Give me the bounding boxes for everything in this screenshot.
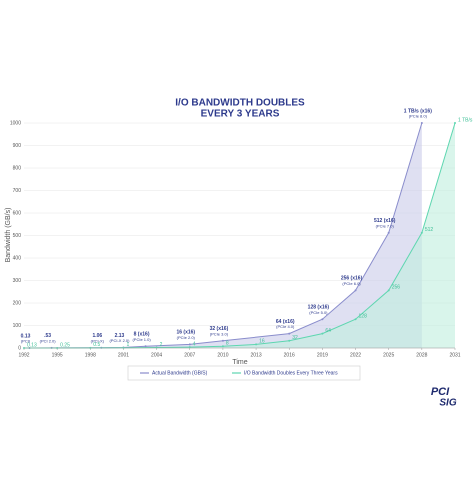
x-tick-label: 2010: [217, 352, 228, 358]
point: [288, 332, 291, 335]
x-tick-label: 2019: [317, 352, 328, 358]
data-sublabel: (PCIe 8.0): [409, 114, 428, 119]
y-tick-label: 300: [13, 278, 22, 284]
data-label: 128: [359, 314, 368, 320]
point: [420, 122, 423, 124]
point: [188, 343, 191, 346]
data-label: 1 TB/s: [458, 117, 473, 123]
x-tick-label: 2004: [151, 352, 162, 358]
data-label: 64 (x16): [276, 319, 295, 325]
data-label: 8 (x16): [134, 332, 150, 338]
point: [221, 345, 224, 348]
data-sublabel: (PCIe 1.0): [132, 337, 151, 342]
x-tick-label: 1992: [18, 352, 29, 358]
point: [321, 332, 324, 335]
data-label: 256 (x16): [341, 276, 363, 282]
data-label: 1.06: [92, 333, 102, 339]
data-label: 64: [325, 328, 331, 334]
logo-bottom: SIG: [439, 398, 456, 409]
data-sublabel: (PCIe 3.0): [210, 331, 229, 336]
y-tick-label: 700: [13, 188, 22, 194]
data-sublabel: (PCI): [21, 339, 31, 344]
point: [454, 122, 456, 124]
data-label: 1: [126, 342, 129, 348]
point: [354, 318, 357, 321]
chart-title: I/O BANDWIDTH DOUBLES: [175, 98, 305, 109]
y-tick-label: 200: [13, 300, 22, 306]
data-label: 16: [259, 339, 265, 345]
chart-subtitle: EVERY 3 YEARS: [201, 109, 280, 120]
legend-box: [127, 365, 361, 381]
x-tick-label: 2016: [284, 352, 295, 358]
data-label: 4: [193, 341, 196, 347]
x-tick-label: 2013: [251, 352, 262, 358]
data-label: 1 TB/s (x16): [404, 108, 432, 114]
data-sublabel: (PCIe 5.0): [309, 310, 328, 315]
data-label: 0.25: [60, 342, 70, 348]
logo-top: PCI: [431, 386, 450, 398]
y-tick-label: 400: [13, 255, 22, 261]
x-tick-label: 2028: [416, 352, 427, 358]
point: [387, 289, 390, 292]
y-tick-label: 100: [13, 323, 22, 329]
legend-label: Actual Bandwidth (GB/S): [152, 370, 208, 376]
y-tick-label: 500: [13, 233, 22, 239]
data-label: 0.13: [21, 333, 31, 339]
x-tick-label: 2001: [118, 352, 129, 358]
data-label: .53: [44, 333, 51, 339]
data-sublabel: (PCIe 7.0): [376, 223, 395, 228]
data-label: 512 (x16): [374, 218, 396, 224]
x-tick-label: 1998: [85, 352, 96, 358]
y-tick-label: 600: [13, 210, 22, 216]
x-tick-label: 1995: [52, 352, 63, 358]
data-sublabel: (PCI-X 2.0): [109, 338, 130, 343]
x-tick-label: 2007: [184, 352, 195, 358]
data-label: 8: [226, 341, 229, 347]
data-sublabel: (PCI 2.0): [40, 338, 57, 343]
x-tick-label: 2025: [383, 352, 394, 358]
data-label: 2.13: [115, 333, 125, 339]
y-tick-label: 800: [13, 165, 22, 171]
data-label: 0.5: [93, 342, 100, 348]
legend-label: I/O Bandwidth Doubles Every Three Years: [244, 370, 338, 376]
point: [288, 339, 291, 342]
data-sublabel: (PCI-X): [91, 338, 105, 343]
x-tick-label: 2022: [350, 352, 361, 358]
x-tick-label: 2031: [449, 352, 460, 358]
data-sublabel: (PCIe 6.0): [342, 281, 361, 286]
data-label: 32 (x16): [210, 326, 229, 332]
y-axis-label: Bandwidth (GB/s): [5, 208, 12, 263]
y-tick-label: 1000: [10, 120, 21, 126]
x-axis-label: Time: [232, 359, 247, 366]
point: [321, 318, 324, 321]
data-label: 128 (x16): [308, 305, 330, 311]
data-label: 16 (x16): [176, 330, 195, 336]
point: [144, 345, 147, 348]
data-label: 2: [160, 342, 163, 348]
point: [221, 339, 224, 342]
data-label: 256: [392, 285, 401, 291]
data-sublabel: (PCIe 4.0): [276, 324, 295, 329]
point: [354, 289, 357, 292]
y-tick-label: 0: [18, 345, 21, 351]
area: [24, 123, 455, 348]
data-sublabel: (PCIe 2.0): [177, 335, 196, 340]
y-tick-label: 900: [13, 143, 22, 149]
data-label: 512: [425, 227, 434, 233]
point: [387, 231, 390, 234]
data-label: 32: [292, 335, 298, 341]
point: [255, 343, 258, 346]
point: [188, 346, 191, 349]
data-label: 0.13: [27, 342, 37, 348]
point: [420, 231, 423, 234]
